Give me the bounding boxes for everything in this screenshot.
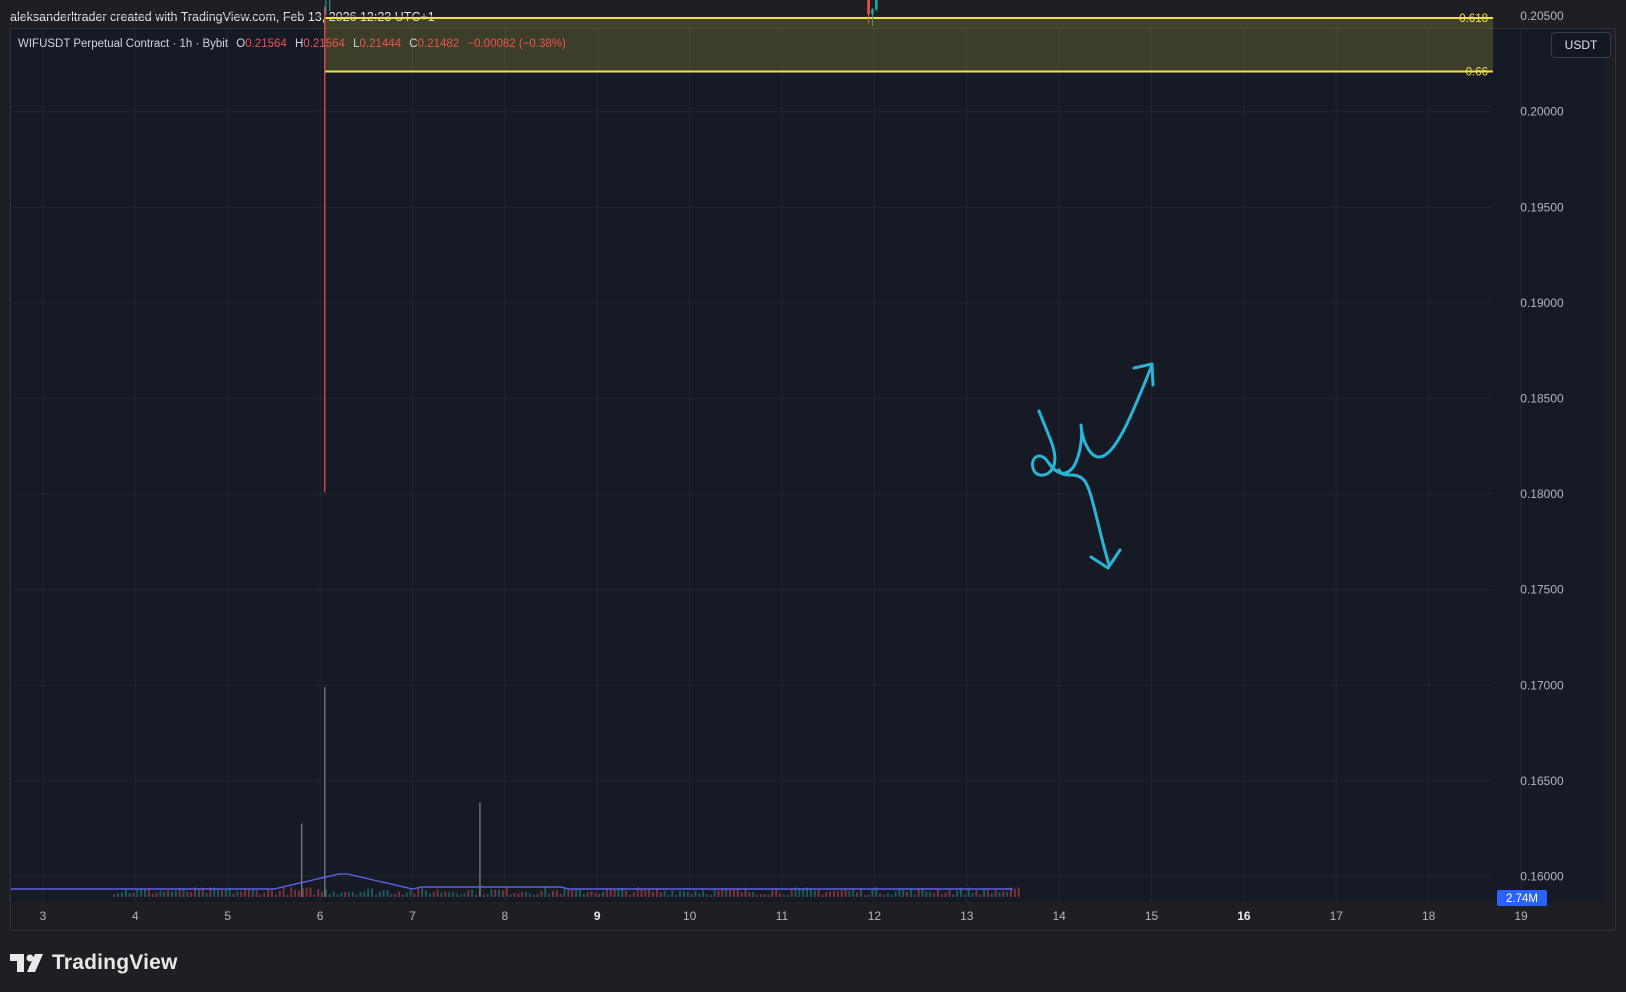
price-tick-label: 0.17000 — [1520, 678, 1564, 692]
candle — [874, 0, 878, 12]
price-tick-label: 0.19500 — [1520, 200, 1564, 214]
candle — [871, 8, 874, 27]
brand-name: TradingView — [52, 951, 178, 974]
volume-ma-line — [11, 873, 1013, 890]
time-tick-label: 14 — [1052, 909, 1066, 923]
publisher-credit: aleksanderltrader created with TradingVi… — [10, 10, 435, 24]
high-value: 0.21564 — [303, 38, 345, 50]
price-tick-label: 0.20000 — [1520, 105, 1564, 119]
fib-066-label: 0.66 — [1466, 67, 1488, 79]
breakdown-scenario-path[interactable] — [1057, 468, 1111, 567]
bounce-scenario-path[interactable] — [1030, 363, 1154, 477]
time-tick-label: 3 — [40, 909, 47, 923]
price-tick-label: 0.18500 — [1520, 392, 1564, 406]
time-tick-label: 16 — [1237, 909, 1251, 923]
close-value: 0.21482 — [417, 38, 460, 50]
fib-0618-label: 0.618 — [1459, 13, 1488, 25]
arrow-up-head — [1132, 362, 1155, 387]
price-tick-label: 0.19000 — [1520, 296, 1564, 310]
price-tick-label: 0.20500 — [1520, 9, 1564, 23]
fib-zone[interactable] — [324, 18, 1493, 72]
candle-body — [867, 0, 870, 15]
tradingview-logo-icon — [10, 954, 43, 972]
time-tick-label: 7 — [409, 909, 416, 923]
low-value: 0.21444 — [359, 38, 402, 50]
time-tick-label: 11 — [776, 909, 789, 923]
candle — [867, 0, 870, 24]
volume-tag — [1497, 890, 1547, 906]
time-tick-label: 18 — [1422, 909, 1436, 923]
close-label: C — [409, 38, 418, 50]
candle — [325, 0, 327, 15]
candle-body — [871, 9, 874, 15]
time-tick-label: 4 — [132, 909, 139, 923]
open-value: 0.21564 — [245, 38, 287, 50]
volume-label: 2.74M — [1506, 893, 1538, 905]
time-tick-label: 6 — [317, 909, 324, 923]
price-tick-label: 0.17500 — [1520, 583, 1564, 597]
time-tick-label: 15 — [1145, 909, 1159, 923]
candle — [329, 0, 331, 12]
tradingview-logo[interactable]: TradingView — [10, 951, 178, 975]
time-tick-label: 5 — [224, 909, 231, 923]
header-bar: aleksanderltrader created with TradingVi… — [0, 0, 1626, 34]
candle-body — [874, 0, 878, 10]
time-tick-label: 19 — [1514, 909, 1528, 923]
arrow-down-head — [1089, 548, 1122, 570]
price-tick-label: 0.16000 — [1520, 870, 1564, 884]
symbol-title: WIFUSDT Perpetual Contract · 1h · Bybit — [18, 38, 229, 50]
plot-background — [11, 29, 1605, 902]
time-tick-label: 8 — [502, 909, 509, 923]
change-value: −0.00082 (−0.38%) — [467, 38, 566, 50]
currency-button[interactable]: USDT — [1551, 32, 1611, 58]
time-tick-label: 17 — [1330, 909, 1344, 923]
price-tick-label: 0.18000 — [1520, 487, 1564, 501]
chart-frame — [10, 28, 1616, 931]
symbol-legend: WIFUSDT Perpetual Contract · 1h · Bybit … — [18, 38, 566, 50]
time-tick-label: 13 — [960, 909, 974, 923]
time-tick-label: 9 — [594, 909, 601, 923]
open-label: O — [236, 38, 246, 50]
price-tick-label: 0.16500 — [1520, 774, 1564, 788]
high-label: H — [295, 38, 304, 50]
low-label: L — [353, 38, 360, 50]
time-tick-label: 12 — [868, 909, 882, 923]
time-tick-label: 10 — [683, 909, 697, 923]
